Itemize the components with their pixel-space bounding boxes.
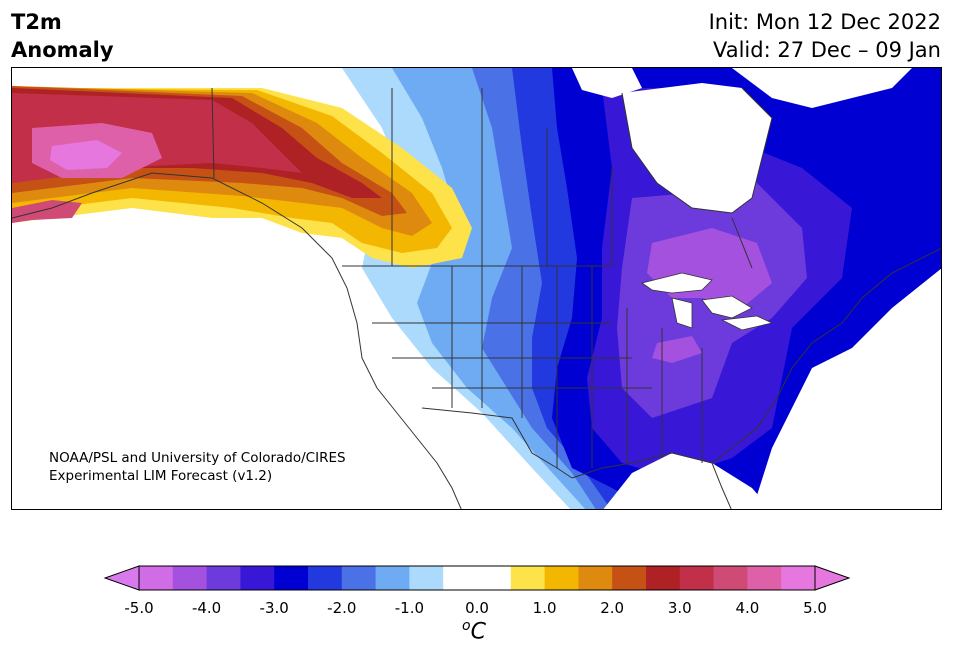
colorbar-segment (612, 566, 647, 590)
colorbar-segment (781, 566, 816, 590)
colorbar-segments (139, 566, 816, 590)
borders (12, 87, 941, 509)
credit-line-2: Experimental LIM Forecast (v1.2) (49, 468, 273, 484)
colorbar-segment (477, 566, 512, 590)
gulf-coast (571, 452, 713, 479)
gulf-of-mexico (603, 453, 771, 509)
forecast-dates: Init: Mon 12 Dec 2022 Valid: 27 Dec – 09… (709, 8, 941, 64)
colorbar-tick-label: -1.0 (394, 599, 425, 617)
colorbar-tick-label: 1.0 (532, 599, 557, 617)
colorbar-segment (679, 566, 715, 590)
colorbar-segment (409, 566, 444, 590)
init-date: Init: Mon 12 Dec 2022 (708, 10, 941, 34)
colorbar-over-arrow (814, 565, 851, 591)
colorbar-unit: oC (462, 618, 486, 644)
colorbar-segment (544, 566, 579, 590)
colorbar-segment (139, 566, 174, 590)
colorbar-segment (206, 566, 241, 590)
title-line-2: Anomaly (11, 38, 114, 62)
map-canvas (12, 68, 941, 509)
colorbar-segment (713, 566, 748, 590)
colorbar-tick-label: 3.0 (667, 599, 692, 617)
colorbar-tick-label: -4.0 (191, 599, 222, 617)
valid-period: Valid: 27 Dec – 09 Jan (712, 38, 941, 62)
state-lines (372, 266, 703, 468)
colorbar-tick-label: -2.0 (327, 599, 357, 617)
pacific-ocean (12, 188, 480, 509)
hudson-bay (622, 83, 772, 213)
us-mexico-border (421, 407, 573, 479)
colorbar-tick-label: 2.0 (600, 599, 625, 617)
unit-main: C (470, 619, 486, 645)
colorbar-segment (510, 566, 546, 590)
east-coast (711, 247, 941, 509)
arctic-top (572, 68, 642, 98)
colorbar-segment (308, 566, 343, 590)
baffin-water (732, 68, 912, 108)
colorbar-tick-label: -5.0 (124, 599, 154, 617)
map-title: T2m Anomaly (11, 8, 114, 64)
anomaly-map (11, 67, 942, 510)
colorbar-segment (375, 566, 410, 590)
magenta-core (50, 140, 122, 170)
colorbar-tick-label: 4.0 (735, 599, 760, 617)
credit-text: NOAA/PSL and University of Colorado/CIRE… (49, 449, 346, 485)
colorbar-tick-label: -3.0 (259, 599, 289, 617)
purple-zone-2 (652, 336, 702, 363)
pink-warm-zone (12, 200, 82, 223)
province-lines (391, 88, 753, 269)
coastline-west (12, 172, 462, 509)
colorbar-segment (341, 566, 377, 590)
atlantic-ocean (752, 268, 941, 509)
colorbar-segment (747, 566, 782, 590)
great-lakes (641, 272, 774, 331)
title-line-1: T2m (11, 10, 62, 34)
alaska-border (211, 87, 215, 179)
credit-line-1: NOAA/PSL and University of Colorado/CIRE… (49, 450, 346, 466)
colorbar-segment (443, 566, 478, 590)
hudson-coast (621, 87, 773, 214)
colorbar-tick-label: 5.0 (803, 599, 827, 617)
colorbar-segment (646, 566, 681, 590)
colorbar-segment (240, 566, 275, 590)
colorbar-frame (138, 565, 816, 591)
colorbar-segment (274, 566, 309, 590)
colorbar-under-arrow (103, 565, 140, 591)
colorbar-tick-label: 0.0 (465, 599, 489, 617)
colorbar-segment (578, 566, 613, 590)
colorbar-segment (172, 566, 208, 590)
unit-superscript: o (462, 618, 471, 634)
